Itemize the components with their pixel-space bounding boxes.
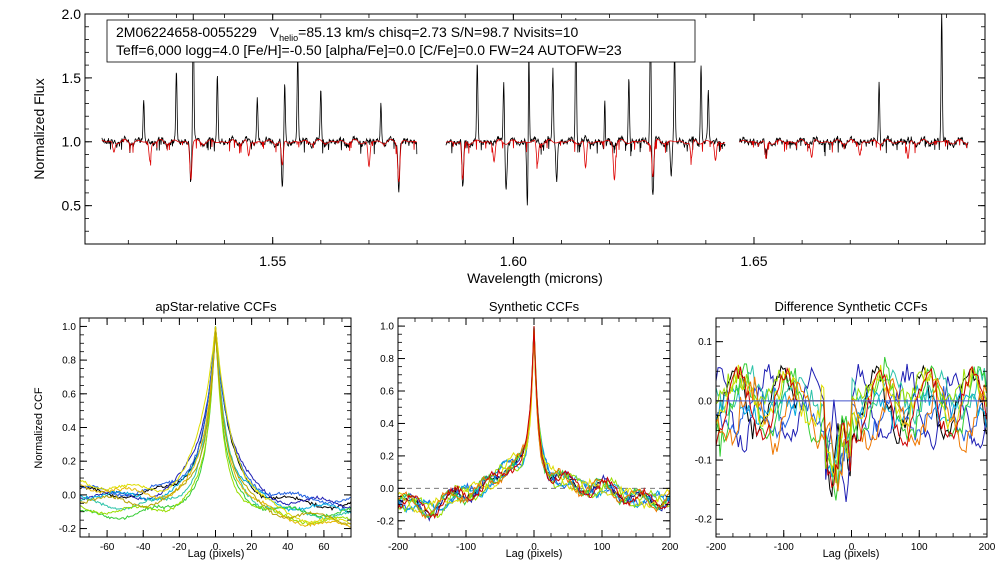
difference-ccf-ticks: -200 -100 0 100 200 -0.2 -0.1 0.0 0.1 xyxy=(695,318,996,553)
apstar-ccf-line-8 xyxy=(80,326,351,525)
difference-ccf-xlabel: Lag (pixels) xyxy=(823,548,880,560)
x-tick-label: 100 xyxy=(911,542,928,553)
y-tick-label: -0.2 xyxy=(695,515,713,526)
spectrum-series xyxy=(101,14,969,206)
x-tick-label: 1.60 xyxy=(500,253,527,269)
x-tick-label: -200 xyxy=(706,542,726,553)
x-tick-label: 1.65 xyxy=(740,253,767,269)
x-tick-label: 20 xyxy=(246,542,258,553)
y-tick-label: 0.2 xyxy=(62,457,76,468)
spectrum-xlabel: Wavelength (microns) xyxy=(467,270,603,286)
difference-ccf-panel: -200 -100 0 100 200 -0.2 -0.1 0.0 0.1 Difference… xyxy=(695,299,996,560)
x-tick-label: 200 xyxy=(979,542,996,553)
difference-ccf-line-10 xyxy=(716,365,987,489)
difference-ccf-title: Difference Synthetic CCFs xyxy=(775,299,928,314)
apstar-ccf-ylabel: Normalized CCF xyxy=(33,387,45,469)
model-spectrum-chip-1 xyxy=(101,138,418,183)
synthetic-ccf-xlabel: Lag (pixels) xyxy=(506,548,563,560)
y-tick-label: 0.8 xyxy=(62,356,76,367)
spectrum-panel: 1.55 1.60 1.65 0.5 1.0 1.5 2.0 2M06224658-0055… xyxy=(31,6,986,286)
x-tick-label: 0 xyxy=(213,542,219,553)
apstar-ccf-panel: -60 -40 -20 0 20 40 60 -0.2 0.0 0.2 0.4 0.6 0.8 1.0 a… xyxy=(33,299,352,560)
x-tick-label: 1.55 xyxy=(259,253,286,269)
synthetic-ccf-line-10 xyxy=(398,326,670,519)
x-tick-label: -60 xyxy=(100,542,115,553)
observed-spectrum-chip-2 xyxy=(445,18,726,206)
header-line1-values: =85.13 km/s chisq=2.73 S/N=98.7 Nvisits=… xyxy=(298,24,578,40)
synthetic-ccf-series xyxy=(398,326,670,522)
vhelio-subscript: helio xyxy=(279,33,298,43)
synthetic-ccf-panel: -200 -100 0 100 200 -0.2 0.0 0.2 0.4 0.6 0.8 1.0 Sy… xyxy=(377,299,679,560)
y-tick-label: 0.0 xyxy=(380,484,394,495)
spectrum-ylabel: Normalized Flux xyxy=(31,78,47,179)
y-tick-label: 1.0 xyxy=(62,134,82,150)
apstar-ccf-ticks: -60 -40 -20 0 20 40 60 -0.2 0.0 0.2 0.4 0.6 0.8 1.0 xyxy=(59,317,351,553)
y-tick-label: 0.6 xyxy=(62,389,76,400)
y-tick-label: 0.5 xyxy=(62,198,82,214)
y-tick-label: 0.6 xyxy=(380,387,394,398)
vhelio-label: V xyxy=(270,24,280,40)
y-tick-label: -0.2 xyxy=(377,516,395,527)
synthetic-ccf-title: Synthetic CCFs xyxy=(489,299,580,314)
y-tick-label: 0.2 xyxy=(380,451,394,462)
x-tick-label: 100 xyxy=(594,542,611,553)
apstar-ccf-line-9 xyxy=(80,327,351,528)
y-tick-label: 0.4 xyxy=(62,423,76,434)
x-tick-label: 0 xyxy=(849,542,855,553)
x-tick-label: 60 xyxy=(318,542,330,553)
apstar-ccf-series xyxy=(80,326,351,528)
x-tick-label: 0 xyxy=(531,542,537,553)
spectrum-info-box: 2M06224658-0055229 Vhelio=85.13 km/s chi… xyxy=(106,19,696,63)
y-tick-label: 0.1 xyxy=(698,337,712,348)
difference-ccf-line-9 xyxy=(716,376,987,492)
apstar-ccf-title: apStar-relative CCFs xyxy=(155,299,277,314)
y-tick-label: 1.0 xyxy=(380,322,394,333)
synthetic-ccf-ticks: -200 -100 0 100 200 -0.2 0.0 0.2 0.4 0.6 0.8 1.0 xyxy=(377,317,679,553)
info-box-frame xyxy=(106,19,696,63)
difference-ccf-series xyxy=(716,356,987,503)
y-tick-label: 1.5 xyxy=(62,70,82,86)
y-tick-label: 0.0 xyxy=(62,490,76,501)
x-tick-label: -100 xyxy=(774,542,794,553)
difference-ccf-line-8 xyxy=(716,364,987,478)
y-tick-label: 1.0 xyxy=(62,322,76,333)
model-spectrum-chip-2 xyxy=(445,138,726,181)
y-tick-label: 0.8 xyxy=(380,354,394,365)
model-spectrum-chip-3 xyxy=(739,138,969,159)
x-tick-label: -200 xyxy=(388,542,408,553)
spectrum-ticks: 1.55 1.60 1.65 0.5 1.0 1.5 2.0 xyxy=(62,6,985,269)
apstar-ccf-line-10 xyxy=(80,330,351,526)
x-tick-label: 200 xyxy=(662,542,679,553)
apstar-ccf-xlabel: Lag (pixels) xyxy=(188,548,245,560)
x-tick-label: -40 xyxy=(136,542,151,553)
x-tick-label: 40 xyxy=(282,542,294,553)
y-tick-label: 0.0 xyxy=(698,396,712,407)
x-tick-label: -100 xyxy=(456,542,476,553)
y-tick-label: -0.1 xyxy=(695,456,713,467)
y-tick-label: -0.2 xyxy=(59,524,77,535)
svg-text:2M06224658-0055229 Vhe: 2M06224658-0055229 Vhelio=85.13 km/s chi… xyxy=(116,24,579,43)
header-line2: Teff=6,000 logg=4.0 [Fe/H]=-0.50 [alpha/… xyxy=(116,42,622,58)
y-tick-label: 2.0 xyxy=(62,6,82,22)
star-id: 2M06224658-0055229 xyxy=(116,24,257,40)
y-tick-label: 0.4 xyxy=(380,419,394,430)
x-tick-label: -20 xyxy=(172,542,187,553)
